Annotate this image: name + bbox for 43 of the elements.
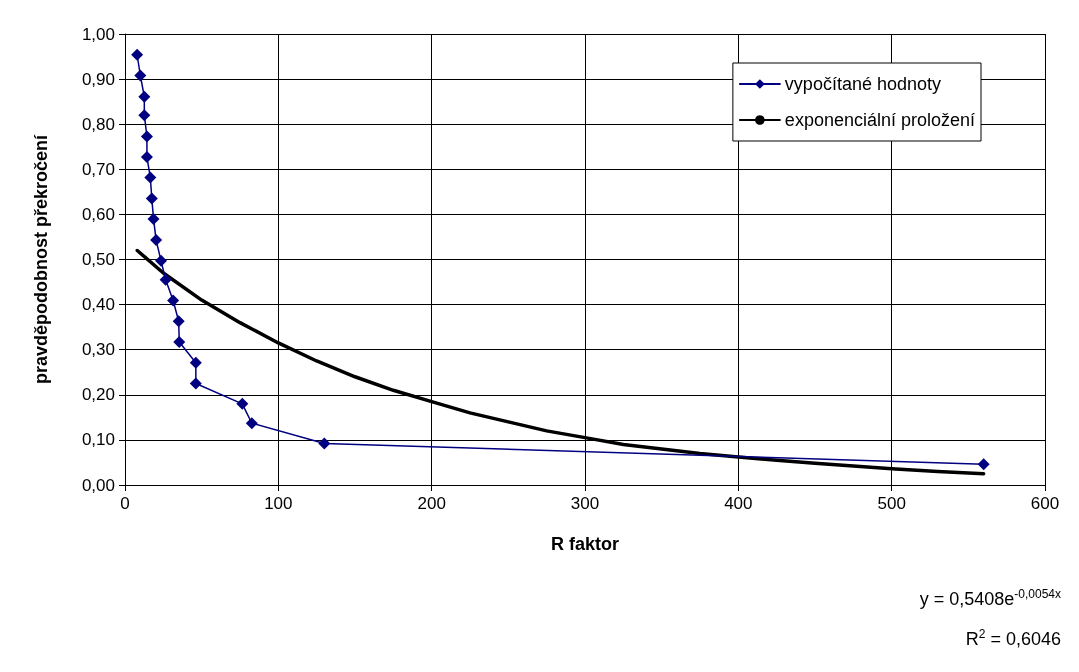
point — [144, 171, 157, 184]
point — [138, 109, 151, 122]
point — [189, 377, 202, 390]
y-tick-label: 0,70 — [81, 159, 115, 179]
point — [245, 417, 258, 430]
x-tick-label: 100 — [264, 494, 293, 513]
y-tick-label: 0,40 — [81, 295, 115, 315]
x-axis-title: R faktor — [550, 534, 620, 554]
y-tick-label: 0,30 — [81, 340, 115, 360]
legend-label: vypočítané hodnoty — [784, 74, 941, 94]
legend-label: exponenciální proložení — [784, 110, 976, 130]
y-axis-title: pravděpodobnost překročení — [31, 133, 51, 385]
point — [236, 397, 249, 410]
x-tick-label: 200 — [417, 494, 446, 513]
point — [189, 356, 202, 369]
point — [140, 130, 153, 143]
y-tick-label: 0,80 — [81, 114, 115, 134]
point — [131, 48, 144, 61]
y-tick-label: 1,00 — [81, 24, 115, 44]
point — [134, 69, 147, 82]
y-tick-label: 0,50 — [81, 250, 115, 269]
point — [172, 315, 185, 328]
y-tick-label: 0,10 — [81, 430, 115, 450]
point — [155, 254, 168, 267]
point — [147, 212, 160, 225]
x-tick-label: 400 — [724, 494, 753, 513]
point — [167, 294, 180, 307]
point — [138, 90, 151, 103]
point — [140, 151, 153, 164]
point — [173, 336, 186, 349]
x-tick-label: 0 — [120, 494, 130, 513]
point — [977, 458, 990, 471]
point — [318, 437, 331, 450]
y-tick-label: 0,00 — [81, 475, 115, 495]
y-tick-label: 0,90 — [81, 69, 115, 89]
point — [145, 192, 158, 205]
y-tick-label: 0,20 — [81, 385, 115, 405]
point — [150, 234, 163, 247]
x-tick-label: 300 — [570, 494, 600, 513]
point — [159, 273, 172, 286]
x-tick-label: 500 — [877, 494, 906, 513]
y-tick-label: 0,60 — [81, 204, 115, 224]
x-tick-label: 600 — [1030, 494, 1060, 513]
